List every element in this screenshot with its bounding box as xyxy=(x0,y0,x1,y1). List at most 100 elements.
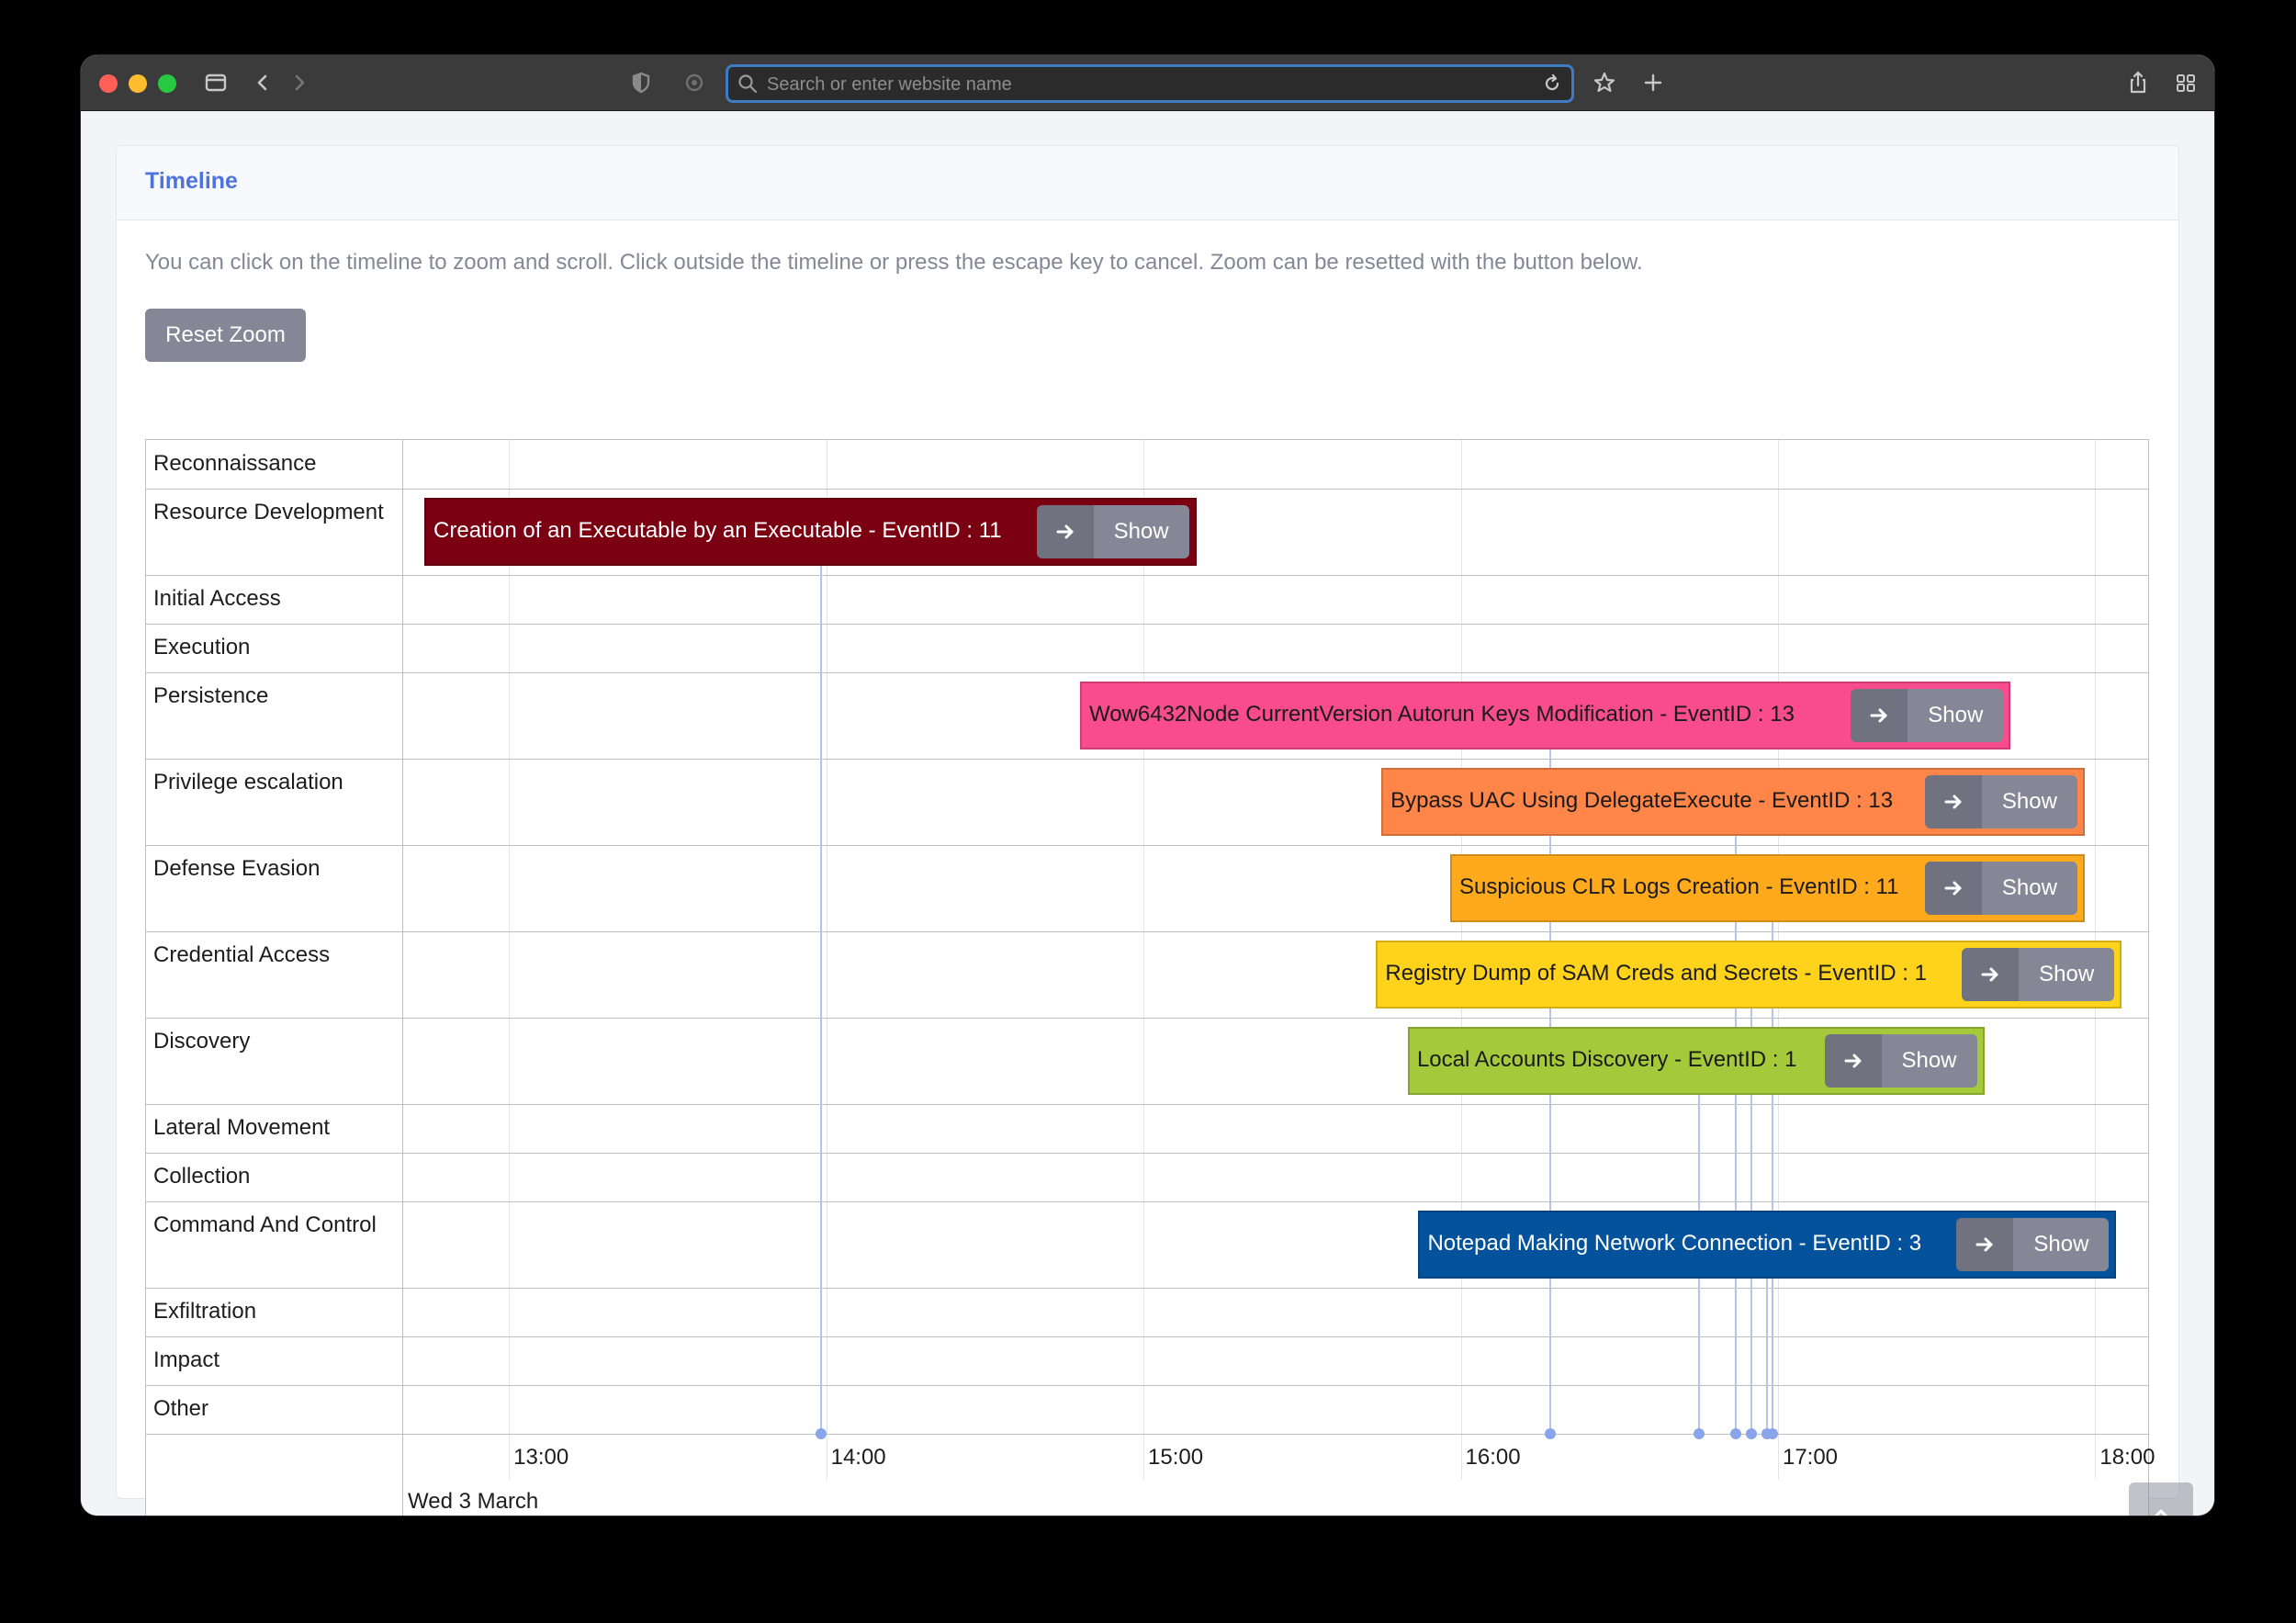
reload-icon[interactable] xyxy=(1542,73,1562,98)
arrow-right-icon xyxy=(1824,1034,1882,1088)
event-time-dot[interactable] xyxy=(1729,1428,1741,1439)
axis-date-label: Wed 3 March xyxy=(408,1489,539,1514)
group-label: Execution xyxy=(153,635,251,659)
forward-icon[interactable] xyxy=(288,68,310,97)
timeline-chart[interactable]: Reconnaissance Resource Development Initia… xyxy=(145,439,2155,1516)
group-label: Exfiltration xyxy=(153,1299,257,1324)
group-label: Persistence xyxy=(153,683,269,708)
group-label: Credential Access xyxy=(153,942,331,967)
event-connector-line xyxy=(1766,1279,1769,1434)
group-label: Discovery xyxy=(153,1029,251,1054)
row-divider xyxy=(146,759,2148,760)
row-divider xyxy=(146,624,2148,625)
arrow-right-icon xyxy=(1956,1218,2014,1271)
new-tab-icon[interactable] xyxy=(1640,68,1666,97)
chevron-up-icon xyxy=(2150,1503,2172,1516)
group-label: Command And Control xyxy=(153,1212,377,1237)
event-label: Local Accounts Discovery - EventID : 1 xyxy=(1416,1047,1797,1072)
show-event-button[interactable]: Show xyxy=(1851,689,2004,742)
show-button-label: Show xyxy=(2039,962,2095,986)
event-label: Bypass UAC Using DelegateExecute - Event… xyxy=(1390,788,1894,813)
arrow-right-icon xyxy=(1962,948,2020,1001)
address-input[interactable] xyxy=(765,67,1522,102)
zoom-window-button[interactable] xyxy=(158,74,176,93)
row-divider xyxy=(146,489,2148,490)
show-button-label: Show xyxy=(2001,789,2057,814)
row-divider xyxy=(146,845,2148,846)
address-bar[interactable] xyxy=(726,64,1574,103)
browser-window: Timeline You can click on the timeline t… xyxy=(81,55,2214,1516)
scroll-to-top-button[interactable] xyxy=(2129,1482,2193,1516)
timeline-instructions: You can click on the timeline to zoom an… xyxy=(145,250,1643,275)
show-event-button[interactable]: Show xyxy=(1956,1218,2110,1271)
timeline-event[interactable]: Bypass UAC Using DelegateExecute - Event… xyxy=(1381,768,2085,836)
timeline-event[interactable]: Suspicious CLR Logs Creation - EventID :… xyxy=(1450,854,2085,922)
axis-tick-label: 15:00 xyxy=(1148,1445,1204,1470)
row-divider xyxy=(146,1385,2148,1386)
back-icon[interactable] xyxy=(252,68,274,97)
axis-tick-label: 14:00 xyxy=(830,1445,886,1470)
show-event-button[interactable]: Show xyxy=(1036,505,1189,558)
arrow-right-icon xyxy=(1036,505,1094,558)
time-gridline xyxy=(509,440,511,1480)
group-label: Initial Access xyxy=(153,586,281,611)
share-icon[interactable] xyxy=(2125,68,2151,97)
row-divider xyxy=(146,1434,2148,1435)
arrow-right-icon xyxy=(1924,775,1982,828)
card-header: Timeline xyxy=(117,146,2178,220)
tab-overview-icon[interactable] xyxy=(204,68,233,97)
timeline-event[interactable]: Notepad Making Network Connection - Even… xyxy=(1418,1211,2117,1279)
timeline-event[interactable]: Local Accounts Discovery - EventID : 1 Sh… xyxy=(1407,1027,1985,1095)
row-divider xyxy=(146,1018,2148,1019)
event-label: Notepad Making Network Connection - Even… xyxy=(1427,1231,1922,1256)
row-divider xyxy=(146,1104,2148,1105)
arrow-right-icon xyxy=(1924,862,1982,915)
extension-icon[interactable] xyxy=(681,68,707,97)
show-event-button[interactable]: Show xyxy=(1924,862,2077,915)
row-divider xyxy=(146,931,2148,932)
group-column-divider xyxy=(402,440,403,1516)
bookmark-star-icon[interactable] xyxy=(1591,68,1618,97)
shield-icon[interactable] xyxy=(628,68,654,97)
timeline-event[interactable]: Wow6432Node CurrentVersion Autorun Keys … xyxy=(1079,682,2011,750)
event-label: Suspicious CLR Logs Creation - EventID :… xyxy=(1459,874,1899,899)
timeline-event[interactable]: Creation of an Executable by an Executab… xyxy=(424,498,1197,566)
event-time-dot[interactable] xyxy=(1746,1428,1758,1439)
event-time-dot[interactable] xyxy=(1761,1428,1773,1439)
minimize-window-button[interactable] xyxy=(129,74,147,93)
axis-tick-label: 16:00 xyxy=(1465,1445,1521,1470)
show-button-label: Show xyxy=(1901,1048,1957,1073)
group-label: Defense Evasion xyxy=(153,856,321,881)
timeline-event[interactable]: Registry Dump of SAM Creds and Secrets -… xyxy=(1376,941,2122,1009)
close-window-button[interactable] xyxy=(99,74,118,93)
show-button-label: Show xyxy=(2033,1232,2089,1257)
show-event-button[interactable]: Show xyxy=(1824,1034,1977,1088)
group-label: Privilege escalation xyxy=(153,770,343,795)
show-event-button[interactable]: Show xyxy=(1962,948,2115,1001)
row-divider xyxy=(146,1153,2148,1154)
event-connector-line xyxy=(819,566,822,1434)
event-label: Registry Dump of SAM Creds and Secrets -… xyxy=(1385,961,1927,986)
group-label: Other xyxy=(153,1396,209,1421)
tab-grid-icon[interactable] xyxy=(2173,68,2199,97)
browser-titlebar xyxy=(81,55,2214,111)
row-divider xyxy=(146,1336,2148,1337)
show-event-button[interactable]: Show xyxy=(1924,775,2077,828)
event-time-dot[interactable] xyxy=(1693,1428,1705,1439)
row-divider xyxy=(146,672,2148,673)
row-divider xyxy=(146,575,2148,576)
event-label: Wow6432Node CurrentVersion Autorun Keys … xyxy=(1088,702,1795,727)
group-label: Lateral Movement xyxy=(153,1115,331,1140)
event-connector-line xyxy=(1734,836,1737,1434)
axis-tick-label: 13:00 xyxy=(513,1445,569,1470)
event-time-dot[interactable] xyxy=(1545,1428,1557,1439)
arrow-right-icon xyxy=(1851,689,1908,742)
reset-zoom-button[interactable]: Reset Zoom xyxy=(145,309,306,362)
axis-tick-label: 17:00 xyxy=(1782,1445,1839,1470)
event-time-dot[interactable] xyxy=(815,1428,827,1439)
page-content: Timeline You can click on the timeline t… xyxy=(81,111,2214,1516)
show-button-label: Show xyxy=(1928,703,1984,727)
axis-tick-label: 18:00 xyxy=(2099,1445,2155,1470)
row-divider xyxy=(146,1201,2148,1202)
time-gridline xyxy=(1143,440,1145,1480)
